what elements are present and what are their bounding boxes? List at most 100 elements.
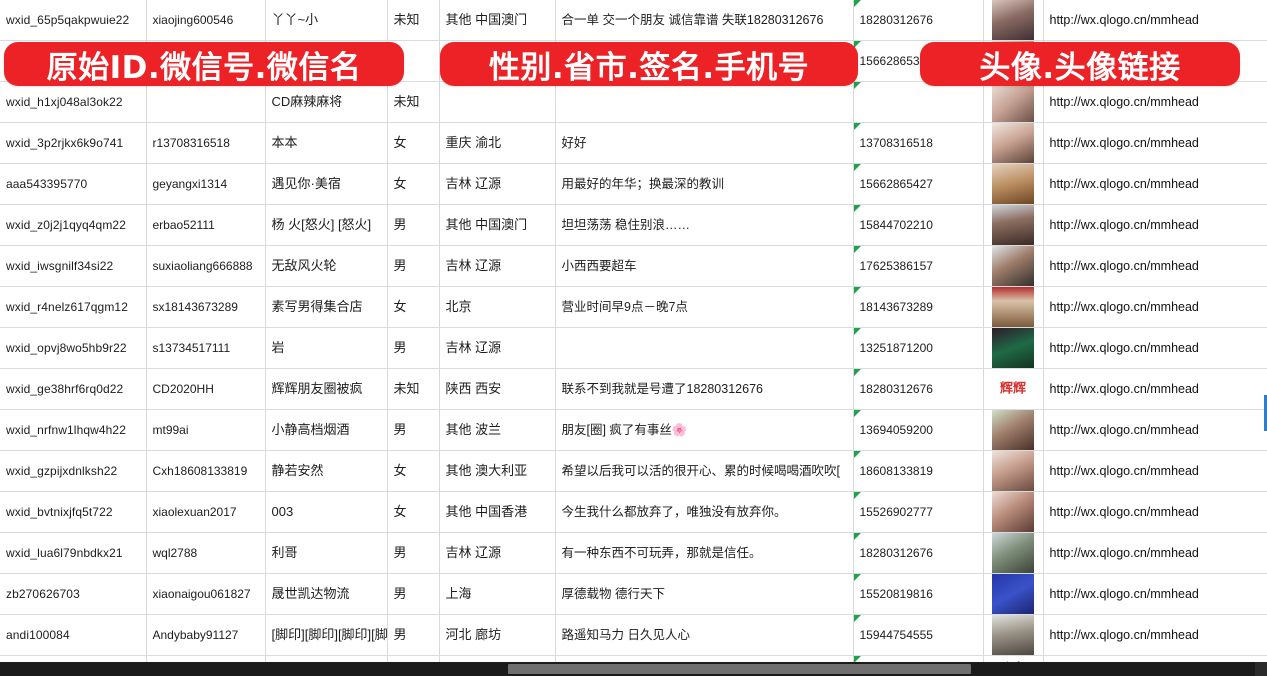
cell-wechat-id[interactable]: r13708316518 [146,122,266,164]
cell-avatar-link[interactable]: http://wx.qlogo.cn/mmhead [1043,532,1267,574]
cell-signature[interactable]: 路遥知马力 日久见人心 [555,614,854,656]
cell-phone[interactable]: 18280312676 [853,532,984,574]
cell-signature[interactable] [555,327,854,369]
cell-province[interactable]: 吉林 辽源 [439,163,556,205]
cell-province[interactable]: 河北 廊坊 [439,614,556,656]
cell-signature[interactable]: 厚德载物 德行天下 [555,573,854,615]
cell-avatar-link[interactable]: http://wx.qlogo.cn/mmhead [1043,655,1267,662]
cell-wechat-name[interactable]: 辉辉朋友圈被疯 [265,368,388,410]
table-row[interactable]: wxid_iwsgnilf34si22 suxiaoliang666888 无敌风火… [0,245,1267,287]
cell-phone[interactable]: 15526902777 [853,491,984,533]
cell-signature[interactable] [555,81,854,123]
table-row[interactable]: wxid_z0j2j1qyq4qm22 erbao52111 杨 火[怒火] [怒火… [0,204,1267,246]
cell-original-id[interactable]: wxid_iwsgnilf34si22 [0,245,147,287]
cell-avatar[interactable] [983,81,1044,123]
cell-avatar-link[interactable]: http://wx.qlogo.cn/mmhead [1043,409,1267,451]
cell-wechat-name[interactable]: 利哥 [265,532,388,574]
cell-province[interactable] [439,81,556,123]
cell-province[interactable]: 其他 中国澳门 [439,204,556,246]
cell-avatar-link[interactable]: http://wx.qlogo.cn/mmhead [1043,573,1267,615]
cell-original-id[interactable]: wxid_opvj8wo5hb9r22 [0,327,147,369]
cell-wechat-id[interactable]: geyangxi1314 [146,163,266,205]
cell-wechat-name[interactable]: 晟世凯达物流 [265,573,388,615]
cell-original-id[interactable]: wxid_h1xj048al3ok22 [0,81,147,123]
cell-province[interactable]: 其他 澳大利亚 [439,450,556,492]
cell-gender[interactable]: 男 [387,204,440,246]
cell-signature[interactable]: 小西西要超车 [555,245,854,287]
cell-original-id[interactable]: wxid_gzpijxdnlksh22 [0,450,147,492]
cell-wechat-name[interactable]: 遇见你·美宿 [265,163,388,205]
cell-original-id[interactable]: aaa543395770 [0,163,147,205]
table-row[interactable]: wxid_h1xj048al3ok22 CD麻辣麻将 未知 http://wx.qlo… [0,81,1267,123]
cell-phone[interactable]: 15520819816 [853,573,984,615]
cell-original-id[interactable]: wxid_bvtnixjfq5t722 [0,491,147,533]
cell-original-id[interactable]: wxid_r4nelz617qgm12 [0,286,147,328]
cell-avatar[interactable]: 辉辉 [983,368,1044,410]
cell-gender[interactable]: 男 [387,614,440,656]
cell-phone[interactable]: 18280312676 [853,0,984,41]
cell-gender[interactable]: 未知 [387,368,440,410]
cell-avatar[interactable] [983,491,1044,533]
cell-province[interactable]: 上海 [439,573,556,615]
cell-wechat-name[interactable]: [脚印][脚印][脚印][脚印 [265,614,388,656]
cell-signature[interactable]: 坦坦荡荡 稳住别浪…… [555,204,854,246]
cell-phone[interactable]: 13251871200 [853,327,984,369]
cell-province[interactable]: 其他 中国澳门 [439,0,556,41]
cell-avatar-link[interactable]: http://wx.qlogo.cn/mmhead [1043,245,1267,287]
cell-signature[interactable]: 营业时间早9点－晚7点 [555,286,854,328]
cell-avatar[interactable] [983,163,1044,205]
cell-signature[interactable]: 哈尔滨的朋友加13244470152 [555,655,854,662]
cell-avatar[interactable] [983,122,1044,164]
cell-wechat-id[interactable]: CD2020HH [146,368,266,410]
cell-phone[interactable] [853,81,984,123]
cell-wechat-id[interactable]: xiaojing600546 [146,0,266,41]
cell-signature[interactable]: 好好 [555,122,854,164]
horizontal-scrollbar[interactable] [0,662,1267,676]
table-row[interactable]: aaa543395770 geyangxi1314 遇见你·美宿女吉林 辽源 用最好的… [0,163,1267,205]
cell-avatar-link[interactable]: http://wx.qlogo.cn/mmhead [1043,286,1267,328]
table-row[interactable]: wxid_bvtnixjfq5t722 xiaolexuan2017 003 女其他 … [0,491,1267,533]
cell-wechat-name[interactable]: 岩 [265,327,388,369]
cell-wechat-id[interactable] [146,81,266,123]
cell-province[interactable]: 吉林 辽源 [439,532,556,574]
cell-avatar-link[interactable]: http://wx.qlogo.cn/mmhead [1043,81,1267,123]
scrollbar-thumb[interactable] [508,664,971,674]
cell-gender[interactable]: 未知 [387,81,440,123]
cell-wechat-name[interactable]: CD麻辣麻将 [265,81,388,123]
cell-avatar[interactable] [983,327,1044,369]
cell-wechat-name[interactable]: 杨 火[怒火] [怒火] [265,204,388,246]
cell-phone[interactable]: 18280312676 [853,368,984,410]
cell-avatar[interactable] [983,532,1044,574]
cell-gender[interactable]: 男 [387,327,440,369]
cell-gender[interactable]: 女 [387,286,440,328]
cell-phone[interactable]: 15844702210 [853,204,984,246]
cell-signature[interactable]: 希望以后我可以活的很开心、累的时候喝喝酒吹吹[ [555,450,854,492]
cell-wechat-name[interactable]: 丫丫~小 [265,0,388,41]
cell-wechat-id[interactable]: xiaonaigou061827 [146,573,266,615]
cell-phone[interactable]: 13694059200 [853,409,984,451]
cell-gender[interactable]: 女 [387,163,440,205]
cell-original-id[interactable]: wxid_ge38hrf6rq0d22 [0,368,147,410]
cell-wechat-id[interactable]: Andybaby91127 [146,614,266,656]
cell-avatar[interactable] [983,614,1044,656]
cell-signature[interactable]: 用最好的年华；换最深的教训 [555,163,854,205]
cell-avatar-link[interactable]: http://wx.qlogo.cn/mmhead [1043,491,1267,533]
cell-province[interactable]: 吉林 辽源 [439,327,556,369]
cell-avatar[interactable] [983,573,1044,615]
cell-wechat-name[interactable]: 本本 [265,122,388,164]
cell-avatar[interactable] [983,409,1044,451]
cell-avatar-link[interactable]: http://wx.qlogo.cn/mmhead [1043,163,1267,205]
scrollbar-right-cap[interactable] [1255,662,1267,676]
cell-wechat-id[interactable]: s13734517111 [146,327,266,369]
cell-gender[interactable]: 女 [387,491,440,533]
cell-province[interactable]: 吉林 辽源 [439,245,556,287]
cell-gender[interactable]: 女 [387,122,440,164]
cell-avatar[interactable] [983,245,1044,287]
table-row[interactable]: wxid_3p2rjkx6k9o741 r13708316518 本本女重庆 渝北好… [0,122,1267,164]
cell-wechat-name[interactable]: 素写男得集合店 [265,286,388,328]
cell-avatar[interactable] [983,450,1044,492]
cell-wechat-name[interactable]: 静若安然 [265,450,388,492]
cell-original-id[interactable]: wxid_nrfnw1lhqw4h22 [0,409,147,451]
cell-wechat-id[interactable]: xiaolexuan2017 [146,491,266,533]
table-row[interactable]: wxid_r4nelz617qgm12 sx18143673289 素写男得集合店女… [0,286,1267,328]
